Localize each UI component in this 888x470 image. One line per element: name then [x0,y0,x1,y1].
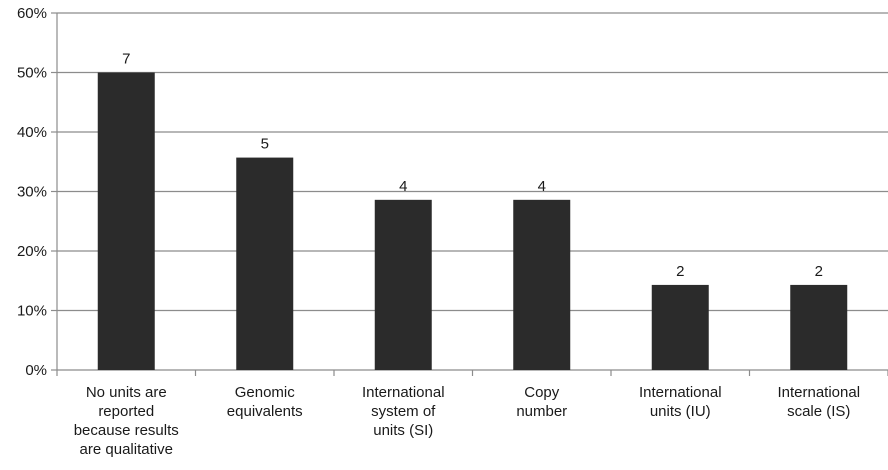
x-category-label: No units are reported because results are q… [74,384,179,458]
bars [97,72,848,370]
bar [651,284,709,370]
y-tick-label: 0% [25,362,47,379]
y-tick-label: 60% [17,5,47,22]
y-tick-label: 30% [17,184,47,201]
bar [97,72,155,370]
x-category-label: Genomic equivalents [227,384,303,420]
x-category-label: International scale (IS) [777,384,860,420]
y-tick-label: 50% [17,65,47,82]
y-tick-label: 40% [17,124,47,141]
x-axis-category-labels: No units are reported because results are q… [74,384,860,458]
x-category-label: International system of units (SI) [362,384,445,439]
axes [51,12,888,376]
bar-data-label: 7 [122,51,130,68]
y-axis-tick-labels: 0% 10% 20% 30% 40% 50% 60% [17,5,47,379]
bar [236,157,294,370]
bar-data-label: 2 [815,263,823,280]
data-labels: 7 5 4 4 2 2 [122,51,823,280]
bar-data-label: 2 [676,263,684,280]
bar [790,284,848,370]
bar-data-label: 4 [399,178,407,195]
x-category-label: International units (IU) [639,384,722,420]
bar-data-label: 4 [538,178,546,195]
gridlines [57,12,888,312]
x-category-label: Copy number [516,384,567,420]
bar-data-label: 5 [261,136,269,153]
bar [513,199,571,370]
y-tick-label: 10% [17,303,47,320]
y-tick-label: 20% [17,243,47,260]
bar [374,199,432,370]
